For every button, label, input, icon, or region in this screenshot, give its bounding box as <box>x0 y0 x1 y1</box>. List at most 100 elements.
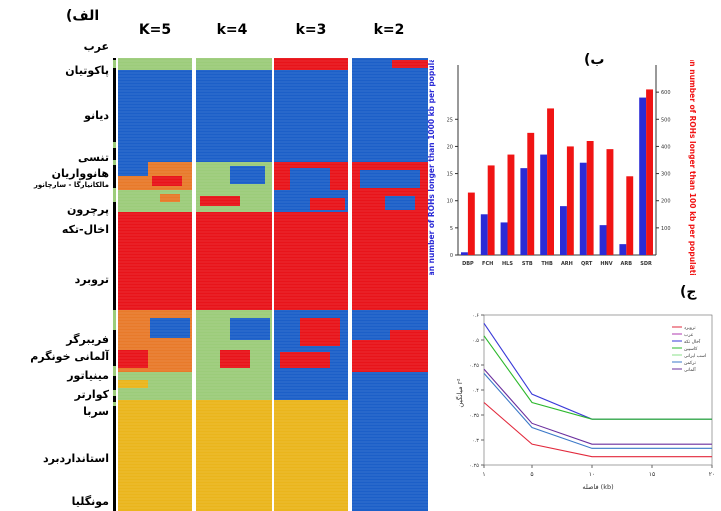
y-tick-label: ۰.۳۵ <box>469 413 479 419</box>
structure-admixture <box>390 330 428 350</box>
ld-series-line <box>483 402 712 458</box>
legend-label: عرب <box>684 333 694 338</box>
structure-segment <box>352 372 428 400</box>
left-tick-label: 5 <box>450 226 453 232</box>
right-tick-label: 200 <box>661 199 671 205</box>
structure-segment <box>352 70 428 140</box>
structure-segment <box>196 58 272 70</box>
bar-roh-100kb <box>646 89 653 255</box>
population-label: تنسی <box>78 151 109 164</box>
structure-segment <box>196 70 272 140</box>
population-label: پاکوتیان <box>65 64 109 77</box>
bar-roh-1000kb <box>639 97 647 255</box>
structure-admixture <box>118 350 148 368</box>
bar-roh-100kb <box>467 192 475 255</box>
legend-label: آلمانی <box>684 367 696 373</box>
structure-admixture <box>280 352 330 368</box>
population-label: پرچرون <box>67 203 109 216</box>
category-label: ARH <box>561 261 573 267</box>
structure-segment <box>118 212 192 310</box>
k5-label: K=5 <box>138 22 172 38</box>
structure-admixture <box>310 198 345 210</box>
category-label: THB <box>541 261 553 267</box>
structure-segment <box>118 190 192 212</box>
structure-segment <box>352 212 428 310</box>
structure-segment <box>118 58 192 70</box>
structure-segment <box>352 140 428 162</box>
roh-bar-chart: 0 5 10 15 20 25 100 200 300 400 500 600 DBP FCH HLS STB… <box>427 60 697 275</box>
bar-roh-100kb <box>547 108 554 255</box>
y-axis-title: میانگین r² <box>455 378 464 407</box>
population-label: سربا <box>83 405 109 418</box>
structure-column-gap <box>116 58 118 511</box>
right-tick-label: 600 <box>661 90 671 96</box>
structure-admixture <box>118 162 148 176</box>
category-label: SDR <box>640 261 652 267</box>
structure-admixture <box>392 60 428 68</box>
bar-roh-100kb <box>606 149 614 255</box>
structure-admixture <box>160 194 180 202</box>
structure-admixture <box>385 196 415 210</box>
structure-admixture <box>230 166 265 184</box>
x-tick-label: ۱۰ <box>589 471 595 478</box>
right-tick-label: 400 <box>661 144 671 150</box>
ld-series-line <box>483 335 712 420</box>
population-label: مینیاتور <box>67 369 109 382</box>
population-label: عرب <box>83 40 109 53</box>
structure-column-gap <box>194 58 196 511</box>
y-tick-label: ۰.۶ <box>472 313 479 319</box>
category-label: FCH <box>482 261 493 267</box>
panel-a-label: (الف <box>66 8 100 24</box>
left-tick-label: 10 <box>447 199 453 205</box>
bar-roh-1000kb <box>579 162 587 255</box>
bar-roh-100kb <box>487 165 495 255</box>
right-tick-label: 300 <box>661 172 671 178</box>
structure-admixture <box>150 318 190 338</box>
bar-roh-100kb <box>527 132 535 255</box>
left-tick-label: 25 <box>447 117 453 123</box>
right-tick-label: 100 <box>661 226 671 232</box>
x-tick-label: ۱ <box>482 471 485 478</box>
structure-segment <box>196 372 272 400</box>
structure-admixture <box>380 352 428 366</box>
structure-segment <box>274 400 348 511</box>
category-label: STB <box>522 261 533 267</box>
population-label: مالکانیارگا - سارچانور <box>33 181 109 189</box>
population-label: اخال-تکه <box>61 223 109 236</box>
structure-segment <box>274 372 348 400</box>
category-label: QRT <box>581 261 593 267</box>
structure-admixture <box>220 350 250 368</box>
population-label: کوارتر <box>74 388 109 401</box>
bar-roh-1000kb <box>461 252 468 255</box>
bar-roh-1000kb <box>540 154 548 255</box>
category-label: ARB <box>621 261 633 267</box>
bar-roh-100kb <box>586 141 594 255</box>
legend-label: تروبرد <box>684 326 696 331</box>
y-tick-label: ۰.۴۵ <box>469 363 479 369</box>
ld-series-line <box>483 323 712 420</box>
population-label: هانوواریان <box>51 167 109 180</box>
bar-roh-100kb <box>566 146 574 255</box>
right-axis-title: Mean number of ROHs longer than 100 kb p… <box>688 60 697 275</box>
population-label: آلمانی خونگرم <box>30 350 109 363</box>
structure-admixture <box>360 170 420 188</box>
structure-admixture <box>152 176 182 186</box>
population-label: فریبرگر <box>66 333 109 346</box>
legend-label: کاسپین <box>684 346 698 352</box>
k2-label: k=2 <box>373 22 405 38</box>
y-tick-label: ۰.۲۵ <box>469 463 479 469</box>
ld-series-line <box>483 372 712 449</box>
y-tick-label: ۰.۵ <box>472 338 479 344</box>
bar-roh-1000kb <box>599 225 607 255</box>
bar-roh-1000kb <box>560 206 567 255</box>
x-tick-label: ۵ <box>530 471 533 478</box>
panel-b-label: (ب <box>584 52 605 68</box>
right-tick-label: 500 <box>661 117 671 123</box>
panel-c-label: (ج <box>680 284 697 300</box>
bar-roh-100kb <box>626 176 634 255</box>
legend-label: آخال تکه <box>684 339 701 345</box>
y-tick-label: ۰.۴ <box>472 388 479 394</box>
category-label: HLS <box>502 261 513 267</box>
left-tick-label: 0 <box>450 253 453 259</box>
bar-roh-1000kb <box>500 222 508 255</box>
